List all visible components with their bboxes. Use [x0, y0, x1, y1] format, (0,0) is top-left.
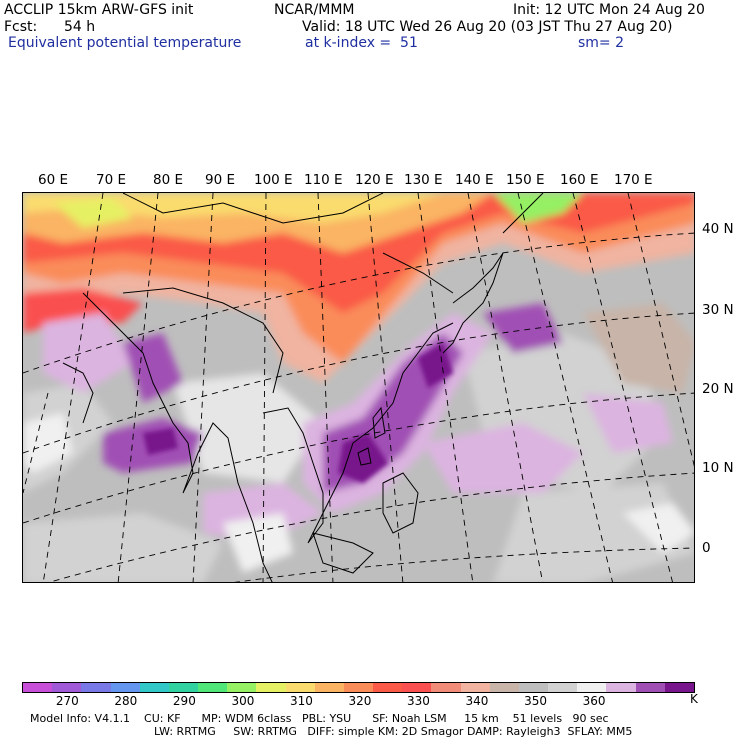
- colorbar-swatch: [343, 683, 374, 692]
- lon-label-80e: 80 E: [153, 172, 183, 188]
- colorbar-tick-label: 340: [465, 694, 489, 708]
- colorbar-swatch: [518, 683, 549, 692]
- colorbar-swatch: [606, 683, 636, 692]
- colorbar-tick-label: 330: [407, 694, 430, 708]
- theta-e-map: [22, 192, 695, 583]
- colorbar-swatch: [489, 683, 519, 692]
- field-shading: [23, 193, 694, 582]
- lon-label-150e: 150 E: [506, 172, 545, 188]
- level-label: at k-index = 51: [305, 35, 418, 51]
- lat-label-0: 0: [702, 540, 711, 556]
- lon-label-100e: 100 E: [254, 172, 293, 188]
- colorbar-swatch: [402, 683, 432, 692]
- colorbar-swatch: [577, 683, 607, 692]
- lat-label-20n: 20 N: [702, 381, 734, 397]
- lat-label-10n: 10 N: [702, 460, 734, 476]
- model-title: ACCLIP 15km ARW-GFS init: [4, 2, 194, 18]
- graticule: [23, 193, 694, 582]
- colorbar: [22, 682, 695, 693]
- colorbar-tick-label: 320: [348, 694, 372, 708]
- lon-label-120e: 120 E: [355, 172, 394, 188]
- center-label: NCAR/MMM: [274, 2, 355, 18]
- lon-label-140e: 140 E: [455, 172, 494, 188]
- colorbar-tick-label: 270: [55, 694, 79, 708]
- lon-label-70e: 70 E: [96, 172, 126, 188]
- colorbar-swatch: [548, 683, 578, 692]
- colorbar-swatch: [256, 683, 286, 692]
- colorbar-tick-label: 300: [231, 694, 255, 708]
- lon-label-90e: 90 E: [205, 172, 235, 188]
- map-graphic: [23, 193, 694, 582]
- colorbar-swatch: [110, 683, 140, 692]
- field-name: Equivalent potential temperature: [8, 35, 242, 51]
- colorbar-swatch: [431, 683, 461, 692]
- colorbar-swatch: [373, 683, 403, 692]
- fcst-label: Fcst:: [4, 19, 38, 35]
- colorbar-tick-label: 360: [582, 694, 606, 708]
- colorbar-tick-label: 350: [524, 694, 547, 708]
- lat-label-30n: 30 N: [702, 302, 734, 318]
- valid-time: Valid: 18 UTC Wed 26 Aug 20 (03 JST Thu …: [302, 19, 673, 35]
- fcst-hours: 54 h: [64, 19, 96, 35]
- colorbar-unit: K: [690, 692, 698, 706]
- smoothing-label: sm= 2: [578, 35, 625, 51]
- colorbar-swatch: [198, 683, 228, 692]
- colorbar-swatch: [139, 683, 169, 692]
- colorbar-tick-label: 310: [289, 694, 313, 708]
- lon-label-130e: 130 E: [404, 172, 443, 188]
- init-time: Init: 12 UTC Mon 24 Aug 20: [513, 2, 705, 18]
- colorbar-tick-label: 280: [114, 694, 138, 708]
- colorbar-swatch: [635, 683, 665, 692]
- lon-label-110e: 110 E: [304, 172, 343, 188]
- lon-label-160e: 160 E: [560, 172, 599, 188]
- colorbar-swatch: [52, 683, 82, 692]
- lat-label-40n: 40 N: [702, 221, 734, 237]
- colorbar-tick-label: 290: [172, 694, 196, 708]
- physics-info-line: LW: RRTMG SW: RRTMG DIFF: simple KM: 2D …: [154, 725, 633, 738]
- colorbar-swatch: [227, 683, 257, 692]
- colorbar-swatch: [168, 683, 199, 692]
- colorbar-swatch: [285, 683, 315, 692]
- field-detail: [143, 343, 453, 483]
- coastlines: [62, 193, 544, 582]
- model-info-line: Model Info: V4.1.1 CU: KF MP: WDM 6class…: [30, 712, 609, 725]
- colorbar-swatch: [314, 683, 344, 692]
- colorbar-swatch: [664, 683, 694, 692]
- colorbar-swatch: [23, 683, 53, 692]
- colorbar-swatch: [460, 683, 490, 692]
- lon-label-170e: 170 E: [614, 172, 653, 188]
- colorbar-swatch: [81, 683, 111, 692]
- lon-label-60e: 60 E: [38, 172, 68, 188]
